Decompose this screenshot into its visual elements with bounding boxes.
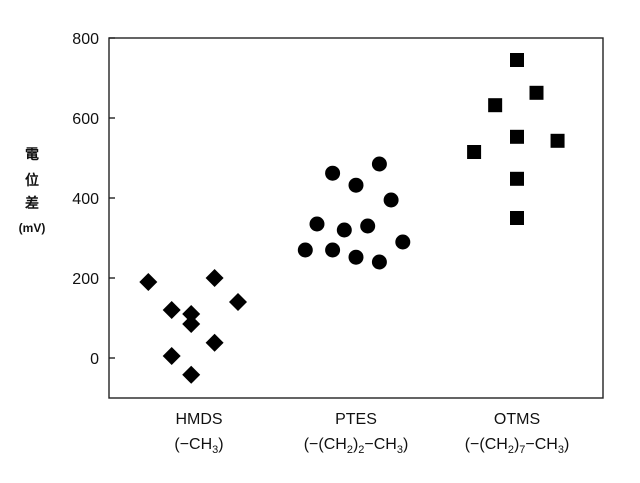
square-point [510,53,524,67]
y-tick-label: 400 [72,191,99,208]
y-axis-label-line: 電 [25,146,39,162]
square-point [467,145,481,159]
diamond-point [139,273,157,291]
square-point [510,211,524,225]
data-points [139,53,564,384]
circle-point [310,217,325,232]
square-point [510,172,524,186]
circle-point [337,223,352,238]
x-category-formula: (−(CH2)2−CH3) [304,436,409,456]
square-point [488,98,502,112]
circle-point [384,193,399,208]
y-tick-label: 600 [72,111,99,128]
plot-frame [109,38,603,398]
diamond-point [182,366,200,384]
x-category-label: OTMS [494,411,540,428]
x-category-label: PTES [335,411,377,428]
y-axis-label-line: 位 [25,172,39,188]
square-point [530,86,544,100]
circle-point [372,255,387,270]
square-point [510,130,524,144]
circle-point [372,157,387,172]
diamond-point [163,301,181,319]
diamond-point [182,315,200,333]
y-tick-label: 0 [90,351,99,368]
circle-point [298,243,313,258]
circle-point [360,219,375,234]
x-axis-category-labels: HMDS (−CH3) PTES (−(CH2)2−CH3) OTMS (−(CH2)7−… [174,411,569,456]
circle-point [349,178,364,193]
diamond-point [163,347,181,365]
diamond-point [206,334,224,352]
circle-point [325,243,340,258]
circle-point [349,250,364,265]
y-tick-label: 800 [72,31,99,48]
diamond-point [206,269,224,287]
diamond-point [229,293,247,311]
circle-point [325,166,340,181]
y-axis-label-line: 差 [25,195,39,211]
square-point [551,134,565,148]
axes [109,38,603,398]
x-category-formula: (−CH3) [174,436,223,456]
x-category-formula: (−(CH2)7−CH3) [465,436,570,456]
x-category-label: HMDS [175,411,222,428]
y-axis-label-line: (mV) [19,221,46,235]
y-axis-label: 電位差 (mV) [19,146,46,235]
y-tick-label: 200 [72,271,99,288]
circle-point [395,235,410,250]
